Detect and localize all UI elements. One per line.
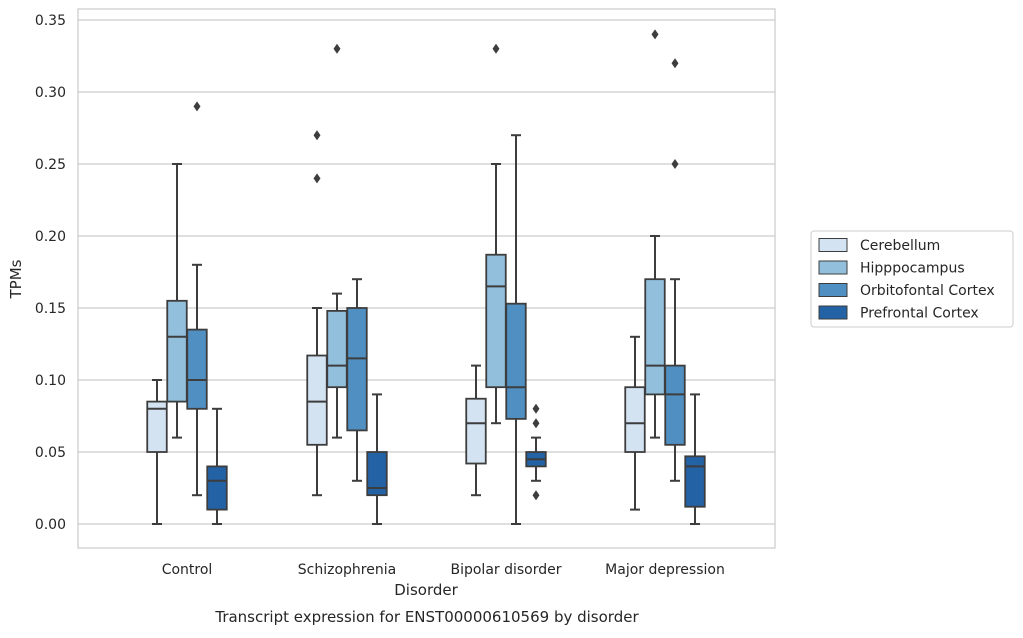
legend-label: Hipppocampus: [860, 261, 965, 277]
box: [146, 400, 168, 453]
box: [306, 354, 328, 446]
box-group: [684, 393, 706, 525]
legend-swatch: [818, 283, 848, 297]
box-group: [624, 335, 646, 511]
box-group: [664, 58, 686, 482]
legend-swatch: [818, 238, 848, 252]
legend-label: Cerebellum: [860, 238, 940, 254]
outlier-point: [193, 101, 201, 112]
y-tick-label: 0.05: [35, 445, 66, 461]
plot-frame: [77, 8, 776, 549]
x-axis-label: Disorder: [394, 581, 458, 599]
box-layer: [146, 29, 706, 525]
legend-label: Orbitofontal Cortex: [860, 283, 995, 299]
box-group: [525, 403, 547, 501]
box: [624, 386, 646, 453]
outlier-point: [651, 29, 659, 40]
legend-items: Cerebellum Hipppocampus Orbitofontal Corte…: [818, 238, 995, 322]
box: [505, 302, 527, 420]
legend: Cerebellum Hipppocampus Orbitofontal Corte…: [810, 230, 1014, 328]
box: [485, 253, 507, 389]
y-tick-label: 0.20: [35, 229, 66, 245]
outlier-point: [671, 159, 679, 169]
y-tick-label: 0.15: [35, 301, 66, 317]
box-group: [366, 393, 388, 525]
box: [684, 455, 706, 508]
y-tick-label: 0.35: [35, 13, 66, 29]
box: [366, 451, 388, 497]
y-tick-label: 0.30: [35, 85, 66, 101]
x-tick-labels: Control Schizophrenia Bipolar disorder Majo…: [162, 562, 725, 578]
x-tick-label: Schizophrenia: [298, 562, 396, 578]
y-tick-label: 0.10: [35, 373, 66, 389]
outlier-point: [671, 58, 679, 69]
box-group: [146, 379, 168, 525]
outlier-point: [333, 43, 341, 54]
box-group: [346, 278, 368, 482]
outlier-point: [532, 403, 540, 414]
outlier-point: [313, 173, 321, 184]
box-group: [306, 130, 328, 497]
y-tick-label: 0.00: [35, 517, 66, 533]
outlier-point: [532, 490, 540, 501]
box-group: [206, 407, 228, 525]
box-group: [186, 101, 208, 497]
box: [186, 328, 208, 410]
box: [206, 465, 228, 511]
box-group: [465, 364, 487, 497]
box-group: [166, 163, 188, 439]
box-group: [505, 134, 527, 525]
box-group: [644, 29, 666, 439]
x-tick-label: Bipolar disorder: [450, 562, 561, 578]
y-tick-label: 0.25: [35, 157, 66, 173]
outlier-point: [532, 418, 540, 429]
box: [166, 299, 188, 403]
y-tick-labels: 0.00 0.05 0.10 0.15 0.20 0.25 0.30 0.35: [35, 13, 66, 533]
x-tick-label: Control: [162, 562, 213, 578]
box: [465, 397, 487, 465]
legend-frame: [810, 230, 1014, 328]
box: [664, 364, 686, 446]
legend-label: Prefrontal Cortex: [860, 306, 979, 322]
box: [326, 309, 348, 389]
x-tick-label: Major depression: [605, 562, 725, 578]
outlier-point: [492, 43, 500, 54]
y-axis-label: TPMs: [7, 259, 25, 299]
outlier-point: [313, 130, 321, 141]
box: [644, 278, 666, 396]
box: [346, 307, 368, 432]
legend-swatch: [818, 305, 848, 320]
chart-caption: Transcript expression for ENST0000061056…: [214, 608, 639, 626]
legend-swatch: [818, 260, 848, 275]
